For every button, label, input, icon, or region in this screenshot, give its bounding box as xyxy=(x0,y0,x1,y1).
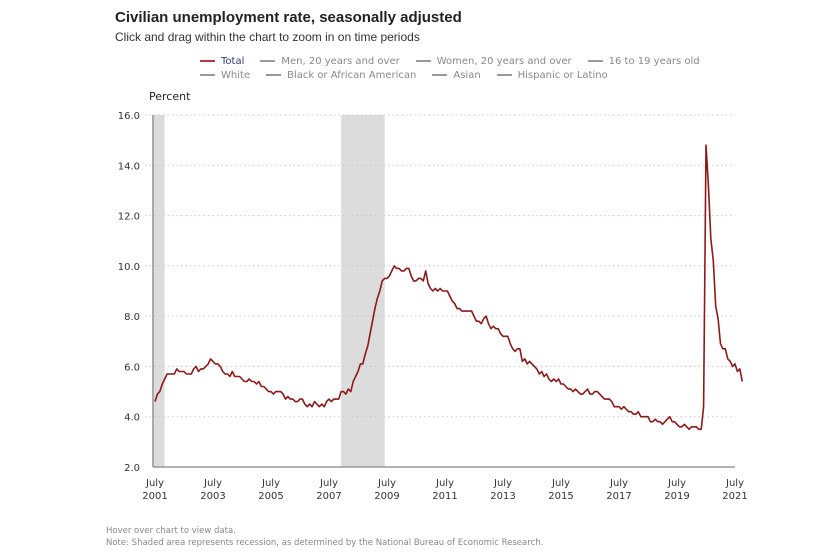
legend-swatch-total xyxy=(200,60,215,62)
x-tick-label: 2021 xyxy=(722,491,747,502)
legend-item-asian[interactable]: Asian xyxy=(432,69,481,81)
legend-swatch-black xyxy=(266,74,282,76)
x-tick-label: July xyxy=(725,478,744,489)
x-tick-label: 2009 xyxy=(374,491,399,502)
x-tick-label: July xyxy=(377,478,396,489)
legend-item-women[interactable]: Women, 20 years and over xyxy=(415,55,572,67)
legend: Total Men, 20 years and over Women, 20 y… xyxy=(200,54,716,82)
x-tick-label: July xyxy=(203,478,222,489)
legend-item-total[interactable]: Total xyxy=(200,56,244,67)
x-tick-label: July xyxy=(493,478,512,489)
y-axis-label: Percent xyxy=(149,90,191,103)
legend-swatch-white xyxy=(200,74,215,76)
x-tick-label: July xyxy=(319,478,338,489)
x-tick-label: 2019 xyxy=(664,491,689,502)
legend-label: Women, 20 years and over xyxy=(436,55,572,67)
y-tick-label: 4.0 xyxy=(124,413,140,424)
x-tick-label: 2005 xyxy=(258,491,283,502)
x-tick-label: July xyxy=(435,478,454,489)
x-tick-label: July xyxy=(145,478,164,489)
legend-label: White xyxy=(221,69,251,81)
legend-swatch-hispanic xyxy=(496,74,512,76)
y-tick-label: 8.0 xyxy=(124,312,140,323)
y-tick-label: 10.0 xyxy=(118,262,140,273)
x-tick-label: 2011 xyxy=(432,491,457,502)
legend-label: 16 to 19 years old xyxy=(608,55,700,67)
x-tick-label: July xyxy=(261,478,280,489)
y-tick-label: 16.0 xyxy=(118,111,140,122)
legend-swatch-men xyxy=(260,60,276,62)
legend-swatch-16-to-19 xyxy=(587,60,603,62)
x-tick-label: 2001 xyxy=(142,491,167,502)
recession-band xyxy=(341,115,385,467)
hover-note: Hover over chart to view data. xyxy=(106,526,236,536)
recession-note: Note: Shaded area represents recession, … xyxy=(106,538,544,548)
legend-row-2: White Black or African American Asian Hi… xyxy=(200,68,716,82)
legend-label: Black or African American xyxy=(287,69,417,81)
legend-label: Total xyxy=(221,55,245,67)
x-tick-label: 2015 xyxy=(548,491,573,502)
x-tick-label: 2017 xyxy=(606,491,631,502)
chart-subtitle: Click and drag within the chart to zoom … xyxy=(115,30,420,44)
legend-item-white[interactable]: White xyxy=(200,70,250,81)
recession-bands xyxy=(152,115,385,467)
y-tick-label: 2.0 xyxy=(124,463,140,474)
x-tick-label: July xyxy=(667,478,686,489)
y-tick-labels: 2.0 4.0 6.0 8.0 10.0 12.0 14.0 16.0 xyxy=(118,111,140,474)
y-tick-label: 6.0 xyxy=(124,362,140,373)
y-tick-label: 14.0 xyxy=(118,161,140,172)
legend-label: Men, 20 years and over xyxy=(281,55,400,67)
series-line-total xyxy=(154,144,744,431)
x-tick-label: 2013 xyxy=(490,491,515,502)
axes xyxy=(152,115,735,468)
series xyxy=(154,144,744,431)
x-tick-label: July xyxy=(609,478,628,489)
legend-item-black[interactable]: Black or African American xyxy=(266,70,416,81)
y-tick-label: 12.0 xyxy=(118,212,140,223)
legend-row-1: Total Men, 20 years and over Women, 20 y… xyxy=(200,54,716,68)
legend-label: Hispanic or Latino xyxy=(517,69,608,81)
legend-label: Asian xyxy=(453,69,481,81)
x-tick-label: 2007 xyxy=(316,491,341,502)
x-tick-label: 2003 xyxy=(200,491,225,502)
gridlines xyxy=(145,114,735,418)
legend-item-hispanic[interactable]: Hispanic or Latino xyxy=(496,69,608,81)
legend-swatch-women xyxy=(415,60,431,62)
legend-swatch-asian xyxy=(432,74,448,76)
x-tick-labels: July 2001 July 2003 July 2005 July 2007 July 2009… xyxy=(142,478,747,502)
x-tick-label: July xyxy=(551,478,570,489)
legend-item-16-to-19[interactable]: 16 to 19 years old xyxy=(587,55,700,67)
recession-band xyxy=(152,115,165,467)
chart-title: Civilian unemployment rate, seasonally a… xyxy=(115,9,462,26)
legend-item-men[interactable]: Men, 20 years and over xyxy=(260,55,400,67)
